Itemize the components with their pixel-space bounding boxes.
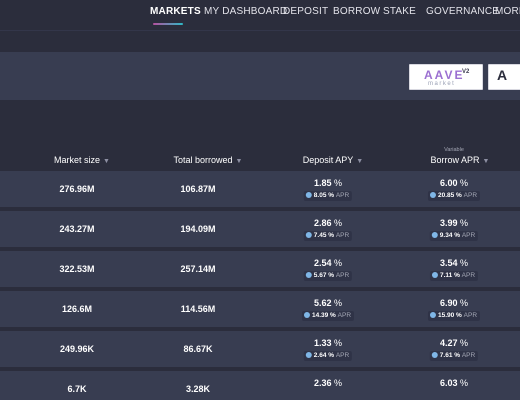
reward-token-icon xyxy=(305,351,312,358)
borrow-apr-value: 6.00 % xyxy=(439,178,469,188)
aave-v2-market-button[interactable]: AAVE V2 market xyxy=(409,64,483,90)
borrow-apr-value: 4.27 % xyxy=(439,338,469,348)
header-market-size[interactable]: Market size ▼ xyxy=(54,155,110,165)
nav-my-dashboard[interactable]: MY DASHBOARD xyxy=(204,6,288,17)
market-selector-band: AAVE V2 market A xyxy=(0,52,520,100)
reward-token-icon xyxy=(429,191,436,198)
sort-arrow-icon: ▼ xyxy=(103,158,110,165)
table-row[interactable]: 126.6M 114.56M 5.62 % 14.39 % APR 6.90 % 15.9… xyxy=(0,291,520,327)
total-borrowed-value: 194.09M xyxy=(180,224,216,234)
header-borrow-apr[interactable]: Borrow APR ▼ xyxy=(430,155,490,165)
reward-token-icon xyxy=(431,231,438,238)
table-row[interactable]: 6.7K 3.28K 2.36 % 6.03 % xyxy=(0,371,520,400)
reward-token-icon xyxy=(431,351,438,358)
deposit-apy-value: 1.33 % xyxy=(313,338,343,348)
borrow-incentive-badge: 15.90 % APR xyxy=(427,311,481,321)
aave-logo-text: AAVE xyxy=(424,68,465,82)
market-size-value: 126.6M xyxy=(61,304,93,314)
nav-stake[interactable]: STAKE xyxy=(383,6,417,17)
reward-token-icon xyxy=(429,311,436,318)
table-header: Market size ▼ Total borrowed ▼ Deposit APY… xyxy=(0,100,520,171)
total-borrowed-value: 86.67K xyxy=(183,344,213,354)
borrow-apr-value: 6.90 % xyxy=(439,298,469,308)
reward-token-icon xyxy=(303,311,310,318)
deposit-incentive-badge: 14.39 % APR xyxy=(301,311,355,321)
market-sub-label: market xyxy=(428,81,456,87)
market-size-value: 243.27M xyxy=(59,224,95,234)
borrow-incentive-badge: 7.11 % APR xyxy=(429,271,479,281)
table-row[interactable]: 249.96K 86.67K 1.33 % 2.64 % APR 4.27 % 7.61 … xyxy=(0,331,520,367)
total-borrowed-value: 114.56M xyxy=(180,304,216,314)
nav-more[interactable]: MORE xyxy=(495,6,520,17)
borrow-apr-value: 3.54 % xyxy=(439,258,469,268)
sort-arrow-icon: ▼ xyxy=(482,158,490,165)
market-size-value: 322.53M xyxy=(59,264,95,274)
borrow-apr-value: 3.99 % xyxy=(439,218,469,228)
sort-arrow-icon: ▼ xyxy=(235,158,243,165)
deposit-apy-value: 5.62 % xyxy=(313,298,343,308)
market-size-value: 249.96K xyxy=(59,344,95,354)
deposit-incentive-badge: 7.45 % APR xyxy=(303,231,353,241)
deposit-apy-value: 1.85 % xyxy=(313,178,343,188)
table-row[interactable]: 322.53M 257.14M 2.54 % 5.67 % APR 3.54 % 7.11… xyxy=(0,251,520,287)
deposit-incentive-badge: 8.05 % APR xyxy=(303,191,353,201)
borrow-apr-value: 6.03 % xyxy=(439,378,469,388)
total-borrowed-value: 3.28K xyxy=(185,384,211,394)
deposit-incentive-badge: 5.67 % APR xyxy=(303,271,353,281)
total-borrowed-value: 106.87M xyxy=(180,184,216,194)
active-tab-indicator xyxy=(153,23,183,25)
header-borrow-apr-variable-label: Variable xyxy=(444,147,464,153)
nav-borrow[interactable]: BORROW xyxy=(333,6,381,17)
table-row[interactable]: 243.27M 194.09M 2.86 % 7.45 % APR 3.99 % 9.34… xyxy=(0,211,520,247)
table-row[interactable]: 276.96M 106.87M 1.85 % 8.05 % APR 6.00 % 20.8… xyxy=(0,171,520,207)
market-size-value: 6.7K xyxy=(67,384,87,394)
nav-governance[interactable]: GOVERNANCE xyxy=(426,6,500,17)
reward-token-icon xyxy=(431,271,438,278)
reward-token-icon xyxy=(305,231,312,238)
nav-markets[interactable]: MARKETS xyxy=(150,6,201,17)
sort-arrow-icon: ▼ xyxy=(356,158,364,165)
nav-deposit[interactable]: DEPOSIT xyxy=(283,6,329,17)
reward-token-icon xyxy=(305,191,312,198)
market-version-label: V2 xyxy=(462,69,470,75)
aave-v1-logo-text: A xyxy=(497,67,508,83)
aave-v1-market-button[interactable]: A xyxy=(488,64,520,90)
top-navigation: MARKETS MY DASHBOARD DEPOSIT BORROW STAK… xyxy=(0,0,520,30)
borrow-incentive-badge: 7.61 % APR xyxy=(429,351,479,361)
borrow-incentive-badge: 9.34 % APR xyxy=(429,231,479,241)
reward-token-icon xyxy=(305,271,312,278)
deposit-apy-value: 2.86 % xyxy=(313,218,343,228)
deposit-apy-value: 2.54 % xyxy=(313,258,343,268)
deposit-apy-value: 2.36 % xyxy=(313,378,343,388)
header-total-borrowed[interactable]: Total borrowed ▼ xyxy=(173,155,243,165)
deposit-incentive-badge: 2.64 % APR xyxy=(303,351,353,361)
total-borrowed-value: 257.14M xyxy=(180,264,216,274)
market-size-value: 276.96M xyxy=(59,184,95,194)
header-deposit-apy[interactable]: Deposit APY ▼ xyxy=(302,155,364,165)
sub-header-bar xyxy=(0,30,520,52)
borrow-incentive-badge: 20.85 % APR xyxy=(427,191,481,201)
